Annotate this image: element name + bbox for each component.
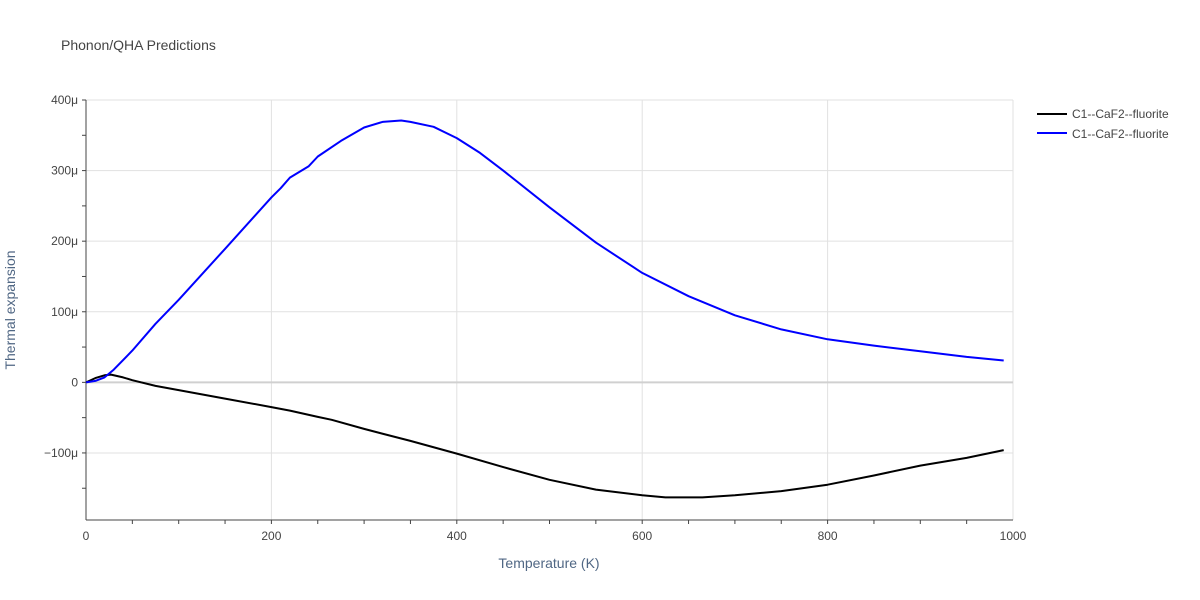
x-axis-ticks: 0 200 400 600 800 1000 [83, 520, 1027, 543]
x-tick-label: 600 [632, 529, 652, 543]
x-tick-label: 0 [83, 529, 90, 543]
legend-item-0[interactable]: C1--CaF2--fluorite [1037, 107, 1169, 121]
legend-item-1[interactable]: C1--CaF2--fluorite [1037, 127, 1169, 141]
y-tick-label: 100μ [51, 305, 78, 319]
series-line-1[interactable] [85, 119, 1004, 384]
legend-label-1: C1--CaF2--fluorite [1072, 127, 1169, 141]
y-tick-label: −100μ [44, 446, 78, 460]
y-tick-label: 0 [71, 375, 78, 389]
x-tick-label: 400 [447, 529, 467, 543]
y-axis-ticks: −100μ 0 100μ 200μ 300μ 400μ [44, 93, 86, 489]
y-tick-label: 300μ [51, 164, 78, 178]
y-axis-title: Thermal expansion [2, 250, 18, 369]
series-line-0[interactable] [85, 373, 1004, 499]
legend: C1--CaF2--fluorite C1--CaF2--fluorite [1037, 107, 1169, 141]
grid [85, 99, 1014, 521]
x-tick-label: 200 [261, 529, 281, 543]
x-tick-label: 1000 [1000, 529, 1027, 543]
y-tick-label: 200μ [51, 234, 78, 248]
legend-label-0: C1--CaF2--fluorite [1072, 107, 1169, 121]
x-tick-label: 800 [818, 529, 838, 543]
series-lines [85, 119, 1004, 499]
x-axis-title: Temperature (K) [498, 555, 599, 571]
y-tick-label: 400μ [51, 93, 78, 107]
chart-title: Phonon/QHA Predictions [61, 37, 216, 53]
